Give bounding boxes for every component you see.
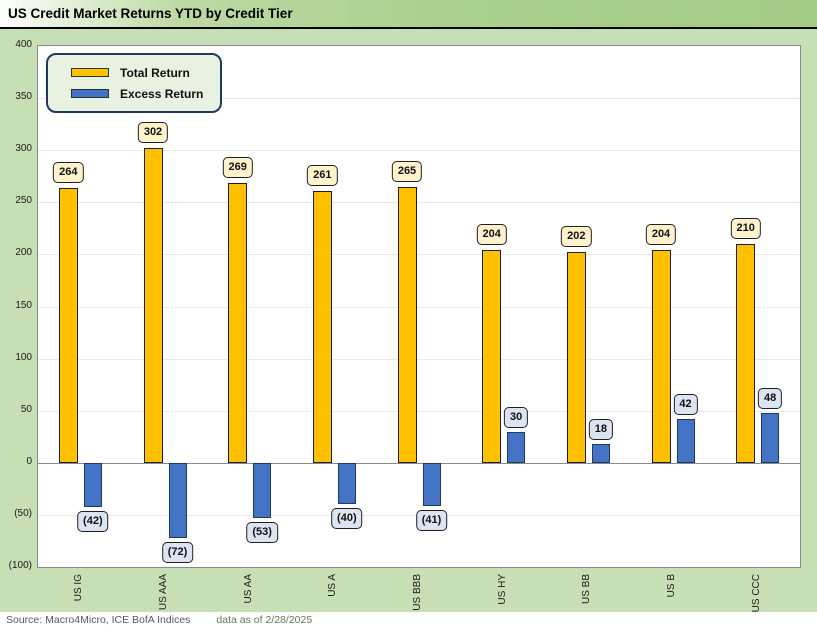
y-tick-label: (50)	[14, 507, 32, 519]
excess-return-value-label: 18	[588, 419, 613, 441]
source-note: Source: Macro4Micro, ICE BofA Indices dat…	[6, 612, 817, 629]
excess-return-value-label: (41)	[415, 509, 448, 531]
gridline	[38, 306, 800, 308]
excess-return-bar	[591, 444, 610, 463]
gridline	[38, 98, 800, 100]
excess-return-value-label: (72)	[161, 541, 194, 563]
y-tick-label: 50	[20, 403, 32, 415]
y-tick-label: 100	[15, 351, 32, 363]
x-tick-label: US AAA	[158, 574, 169, 611]
y-tick-label: 400	[15, 39, 32, 50]
legend-label-total-return: Total Return	[120, 65, 190, 80]
total-return-bar	[228, 182, 248, 463]
total-return-value-label: 264	[53, 161, 84, 183]
total-return-value-label: 202	[561, 226, 592, 248]
page-title: US Credit Market Returns YTD by Credit T…	[8, 6, 293, 21]
y-tick-label: 350	[15, 91, 32, 103]
source-text: Source: Macro4Micro, ICE BofA Indices	[6, 614, 191, 626]
gridline	[38, 150, 800, 152]
total-return-value-label: 302	[137, 122, 169, 144]
total-return-bar	[397, 186, 417, 463]
gridline	[38, 254, 800, 256]
excess-return-bar	[83, 462, 102, 507]
x-tick-label: US B	[666, 574, 677, 598]
total-return-swatch	[71, 68, 109, 77]
y-tick-label: 250	[15, 195, 32, 207]
excess-return-value-label: 48	[758, 387, 783, 409]
excess-return-bar	[253, 462, 272, 519]
x-tick-label: US A	[327, 574, 339, 597]
legend-item-excess-return: Excess Return	[48, 87, 220, 101]
excess-return-value-label: (53)	[246, 522, 278, 544]
y-tick-label: (100)	[8, 560, 32, 571]
excess-return-value-label: 42	[673, 394, 698, 416]
zero-axis-line	[38, 462, 800, 464]
total-return-bar	[312, 190, 332, 463]
excess-return-bar	[507, 431, 526, 463]
total-return-bar	[736, 243, 756, 463]
total-return-bar	[651, 250, 671, 463]
total-return-bar	[482, 250, 502, 463]
chart-background: 400 350 300 250 200 150 100 50 0 (50) (100) Total …	[0, 29, 817, 612]
total-return-value-label: 269	[222, 156, 253, 178]
total-return-value-label: 204	[645, 224, 677, 246]
x-tick-label: US AA	[242, 574, 254, 604]
total-return-bar	[566, 252, 586, 463]
excess-return-bar	[761, 412, 780, 463]
total-return-bar	[143, 148, 163, 463]
y-tick-label: 0	[26, 455, 32, 467]
x-tick-label: US HY	[496, 574, 508, 605]
x-tick-label: US IG	[73, 574, 85, 602]
y-tick-label: 200	[15, 247, 32, 259]
excess-return-value-label: 30	[504, 406, 529, 428]
total-return-bar	[58, 187, 78, 463]
gridline	[38, 202, 800, 204]
total-return-value-label: 265	[391, 160, 423, 182]
excess-return-bar	[676, 419, 695, 463]
y-tick-label: 150	[15, 299, 32, 311]
legend: Total Return Excess Return	[46, 53, 222, 113]
chart-title-bar: US Credit Market Returns YTD by Credit T…	[0, 0, 817, 29]
total-return-value-label: 204	[476, 224, 507, 246]
excess-return-bar	[337, 462, 356, 505]
total-return-value-label: 210	[730, 217, 761, 239]
legend-label-excess-return: Excess Return	[120, 86, 204, 101]
excess-return-value-label: (42)	[77, 510, 109, 532]
gridline	[38, 358, 800, 360]
excess-return-bar	[168, 462, 187, 538]
excess-return-bar	[422, 462, 441, 506]
x-tick-label: US BB	[581, 574, 593, 605]
gridline	[38, 410, 800, 412]
legend-item-total-return: Total Return	[48, 66, 220, 80]
y-tick-label: 300	[15, 143, 32, 155]
excess-return-value-label: (40)	[331, 508, 363, 530]
as-of-date: data as of 2/28/2025	[216, 614, 313, 626]
x-tick-label: US BBB	[412, 574, 423, 611]
x-tick-label: US CCC	[750, 574, 762, 613]
excess-return-swatch	[71, 89, 109, 98]
total-return-value-label: 261	[307, 164, 338, 186]
plot-area: Total Return Excess Return 264 (42) 302 (72…	[37, 45, 801, 568]
